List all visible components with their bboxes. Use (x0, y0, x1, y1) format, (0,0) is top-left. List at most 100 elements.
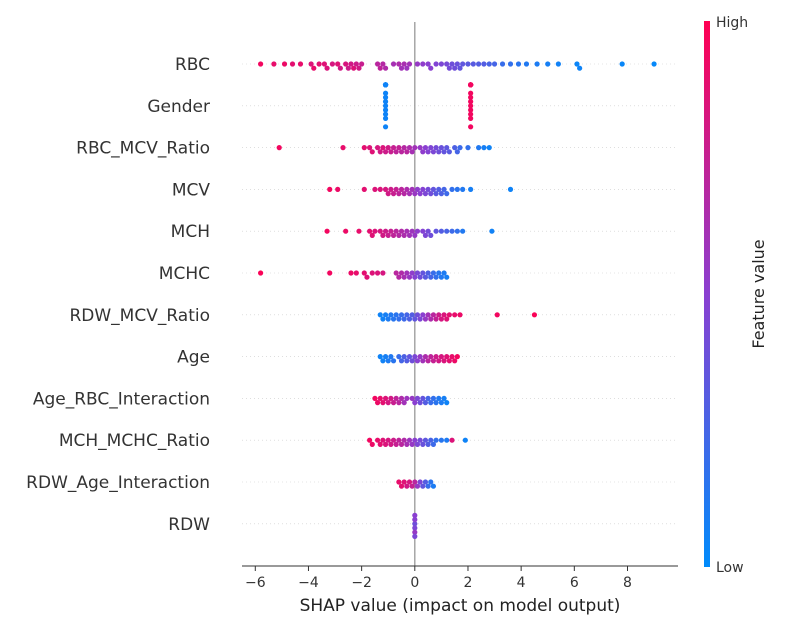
shap-point (545, 61, 551, 67)
shap-point (406, 479, 413, 485)
shap-point (441, 358, 447, 364)
shap-point (412, 354, 418, 360)
shap-point (481, 145, 487, 151)
shap-point (406, 354, 413, 360)
shap-point (438, 228, 444, 234)
shap-point (412, 437, 418, 443)
shap-point (417, 437, 423, 443)
shap-point (406, 61, 413, 67)
shap-point (398, 65, 405, 71)
shap-point (412, 400, 418, 406)
shap-point (468, 94, 474, 100)
shap-point (414, 358, 421, 364)
shap-point (555, 61, 561, 67)
shap-point (361, 270, 367, 276)
shap-point (454, 186, 460, 192)
shap-point (454, 61, 460, 67)
shap-point (433, 145, 439, 151)
shap-point (468, 124, 474, 130)
feature-rows: RBC Gender RBC_MCV_Ratio MCV MCH MCHC RDW_MCV_… (26, 55, 678, 535)
shap-point (422, 354, 429, 360)
shap-point (462, 437, 468, 443)
shap-point (425, 358, 431, 364)
shap-point (452, 65, 458, 71)
x-tick-label: −6 (245, 575, 266, 591)
shap-point (534, 61, 540, 67)
shap-point (412, 274, 418, 280)
shap-point (398, 186, 405, 192)
shap-point (452, 358, 458, 364)
shap-point (324, 228, 330, 234)
shap-point (401, 437, 407, 443)
shap-point (372, 228, 378, 234)
shap-point (457, 145, 463, 151)
shap-point (382, 149, 389, 155)
shap-point (382, 90, 389, 96)
shap-point (308, 61, 314, 67)
shap-point (436, 270, 442, 276)
shap-point (388, 149, 394, 155)
shap-point (377, 228, 383, 234)
shap-point (369, 232, 375, 238)
shap-point (374, 400, 381, 406)
shap-point (382, 94, 389, 100)
shap-point (406, 316, 413, 322)
shap-point (390, 316, 397, 322)
shap-point (444, 316, 450, 322)
shap-point (404, 441, 410, 447)
shap-point (393, 395, 399, 401)
shap-point (401, 232, 407, 238)
shap-point (406, 232, 413, 238)
shap-point (398, 395, 405, 401)
shap-point (382, 354, 389, 360)
shap-point (382, 103, 389, 109)
shap-point (377, 441, 383, 447)
shap-point (351, 65, 357, 71)
shap-point (382, 186, 389, 192)
feature-label-Age_RBC_Interaction: Age_RBC_Interaction (33, 389, 210, 409)
shap-point (454, 149, 460, 155)
shap-point (398, 228, 405, 234)
shap-point (420, 149, 426, 155)
x-axis: −6 −4 −2 0 2 4 6 8 (242, 565, 678, 591)
shap-point (359, 61, 365, 67)
shap-point (428, 191, 434, 197)
shap-point (409, 149, 415, 155)
shap-point (404, 358, 410, 364)
shap-point (372, 395, 378, 401)
x-tick-label: 8 (623, 575, 632, 591)
shap-point (385, 358, 391, 364)
shap-point (460, 61, 466, 67)
shap-point (444, 228, 450, 234)
shap-point (367, 145, 373, 151)
shap-point (433, 274, 439, 280)
shap-point (422, 400, 429, 406)
shap-point (438, 437, 444, 443)
shap-point (420, 358, 426, 364)
shap-point (340, 145, 346, 151)
shap-point (388, 228, 394, 234)
shap-point (374, 270, 381, 276)
shap-point (436, 395, 442, 401)
shap-point (385, 145, 391, 151)
shap-point (422, 274, 429, 280)
shap-point (430, 358, 437, 364)
shap-point (433, 228, 439, 234)
shap-point (380, 358, 386, 364)
shap-point (481, 61, 487, 67)
shap-point (289, 61, 296, 67)
shap-point (380, 232, 386, 238)
shap-point (404, 228, 410, 234)
shap-point (258, 61, 264, 67)
colorbar-gradient (704, 21, 710, 567)
shap-point (465, 61, 471, 67)
shap-point (444, 61, 450, 67)
shap-point (436, 186, 442, 192)
shap-point (430, 441, 437, 447)
shap-point (377, 354, 383, 360)
shap-point (404, 149, 410, 155)
shap-point (486, 145, 492, 151)
shap-point (412, 512, 418, 519)
shap-point (271, 61, 277, 67)
